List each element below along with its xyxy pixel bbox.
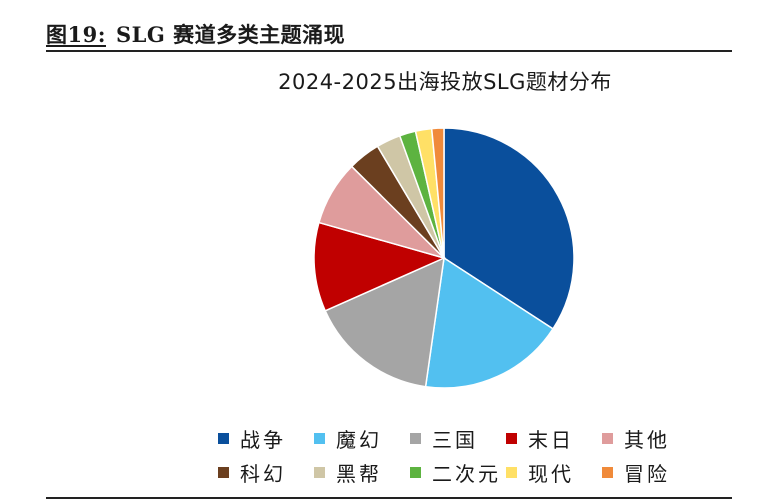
legend-item-apocalypse: 末日 — [506, 424, 602, 453]
pie-slice — [324, 256, 445, 388]
legend-item-modern: 现代 — [506, 458, 602, 487]
legend-item-war: 战争 — [218, 424, 314, 453]
legend-swatch — [218, 466, 229, 478]
legend-swatch — [506, 466, 517, 478]
legend-label: 科幻 — [240, 461, 286, 486]
legend-label: 战争 — [240, 427, 286, 452]
legend-swatch — [602, 432, 613, 444]
legend: 战争 魔幻 三国 末日 其他 科幻 黑帮 二次元 现代 冒险 — [218, 421, 698, 489]
legend-swatch — [410, 432, 421, 444]
legend-swatch — [506, 432, 517, 444]
top-divider — [46, 50, 732, 52]
figure-title-text: SLG 赛道多类主题涌现 — [115, 22, 346, 47]
legend-label: 其他 — [624, 427, 670, 452]
legend-item-fantasy: 魔幻 — [314, 424, 410, 453]
figure-label: 图19: — [46, 22, 106, 47]
legend-swatch — [602, 466, 613, 478]
pie-slice — [424, 256, 555, 389]
legend-item-anime: 二次元 — [410, 458, 506, 487]
figure-title: 图19: SLG 赛道多类主题涌现 — [46, 19, 345, 49]
legend-label: 三国 — [432, 427, 478, 452]
pie-slice — [430, 127, 445, 259]
legend-row: 科幻 黑帮 二次元 现代 冒险 — [218, 455, 698, 489]
legend-swatch — [314, 466, 325, 478]
legend-label: 黑帮 — [336, 461, 382, 486]
legend-item-gang: 黑帮 — [314, 458, 410, 487]
legend-swatch — [218, 432, 229, 444]
legend-item-other: 其他 — [602, 424, 698, 453]
pie-slice — [313, 221, 447, 312]
legend-swatch — [410, 466, 421, 478]
legend-item-scifi: 科幻 — [218, 458, 314, 487]
legend-label: 现代 — [528, 461, 574, 486]
legend-label: 魔幻 — [336, 427, 382, 452]
legend-swatch — [314, 432, 325, 444]
legend-item-adventure: 冒险 — [602, 458, 698, 487]
legend-label: 末日 — [528, 427, 574, 452]
legend-item-three-kingdoms: 三国 — [410, 424, 506, 453]
legend-label: 冒险 — [624, 461, 670, 486]
legend-label: 二次元 — [432, 461, 501, 486]
bottom-divider — [46, 497, 732, 499]
legend-row: 战争 魔幻 三国 末日 其他 — [218, 421, 698, 455]
chart-title: 2024-2025出海投放SLG题材分布 — [278, 70, 612, 94]
